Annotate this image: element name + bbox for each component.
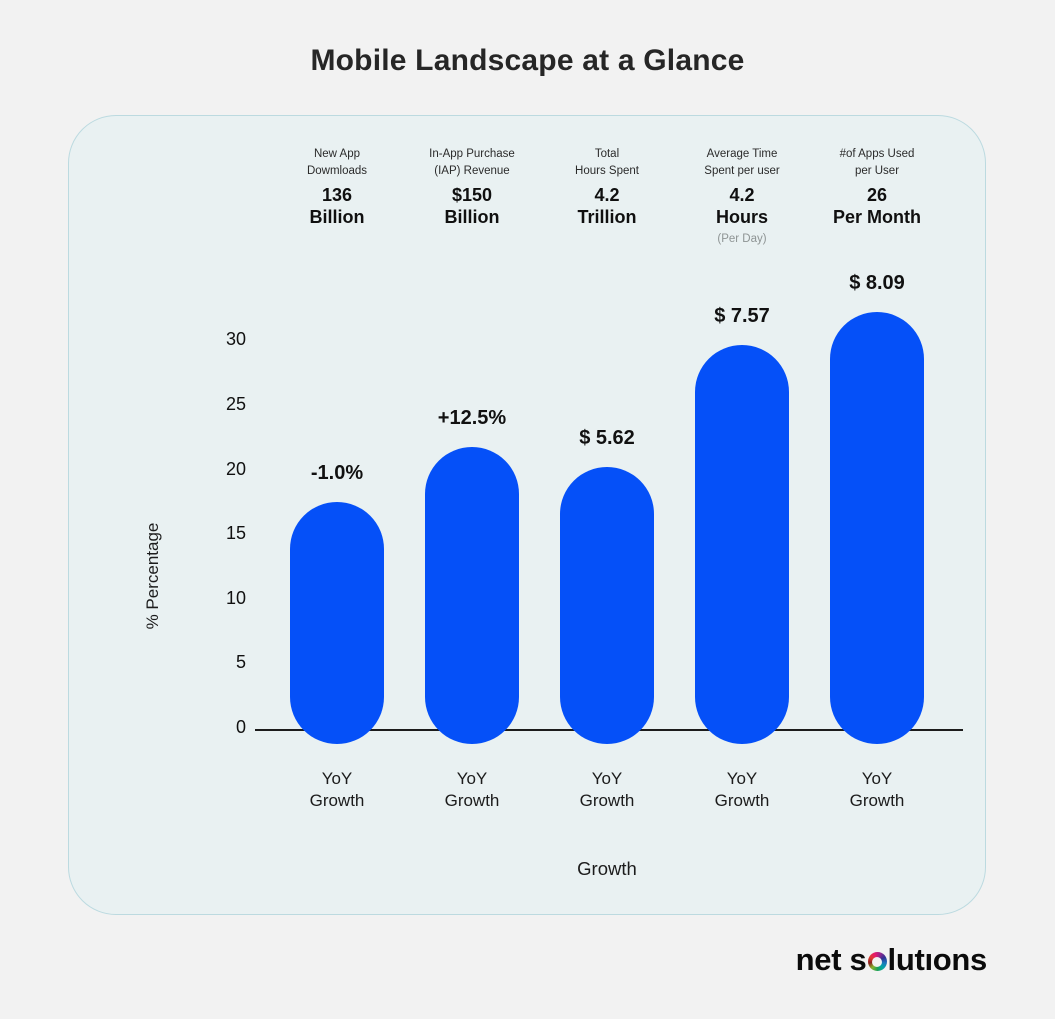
x-tick-label: YoY Growth bbox=[272, 768, 402, 811]
x-tick-label-text: YoY Growth bbox=[309, 769, 365, 810]
stat-value: $150 Billion bbox=[444, 185, 500, 227]
stat-label: Total Hours Spent bbox=[575, 148, 639, 177]
y-tick-label: 5 bbox=[235, 652, 246, 673]
y-tick-label: 25 bbox=[225, 394, 246, 414]
bar bbox=[425, 447, 519, 744]
bar-value-label: $ 8.09 bbox=[849, 272, 905, 294]
stat-item: In-App Purchase (IAP) Revenue $150 Billion bbox=[392, 146, 552, 228]
x-tick-label-text: YoY Growth bbox=[579, 769, 635, 810]
y-tick-label: 10 bbox=[225, 587, 246, 608]
y-tick-label: 20 bbox=[225, 458, 246, 479]
bar bbox=[830, 312, 924, 744]
y-axis-label: % Percentage bbox=[143, 522, 162, 630]
stat-item: #of Apps Used per User 26 Per Month bbox=[797, 146, 957, 228]
stat-label: Average Time Spent per user bbox=[704, 148, 780, 177]
bar-value-label: +12.5% bbox=[437, 407, 507, 429]
stat-value: 136 Billion bbox=[309, 185, 365, 227]
bar bbox=[290, 502, 384, 744]
stat-label: New App Dowmloads bbox=[306, 148, 368, 177]
stat-item: Total Hours Spent 4.2 Trillion bbox=[527, 146, 687, 228]
bar bbox=[560, 467, 654, 744]
logo-text-after: lutıons bbox=[887, 942, 988, 977]
x-tick-label: YoY Growth bbox=[812, 768, 942, 811]
x-tick-label-text: YoY Growth bbox=[444, 769, 500, 810]
x-tick-label-text: YoY Growth bbox=[849, 769, 905, 810]
bar-value-label: $ 7.57 bbox=[714, 305, 770, 327]
bar-value-label: $ 5.62 bbox=[579, 427, 635, 449]
logo-text-before: net s bbox=[795, 942, 867, 977]
logo-o-ring-icon bbox=[867, 952, 887, 971]
stat-value: 4.2 Hours bbox=[715, 185, 768, 227]
stat-note: (Per Day) bbox=[717, 233, 767, 245]
page-title: Mobile Landscape at a Glance bbox=[310, 44, 745, 77]
x-tick-label: YoY Growth bbox=[677, 768, 807, 811]
bar bbox=[695, 345, 789, 744]
x-axis-label: Growth bbox=[577, 858, 637, 879]
y-tick-label: 30 bbox=[225, 329, 246, 350]
x-tick-label: YoY Growth bbox=[542, 768, 672, 811]
stat-item: Average Time Spent per user 4.2 Hours (Per D… bbox=[662, 146, 822, 245]
y-tick-label: 0 bbox=[235, 717, 246, 737]
x-tick-label-text: YoY Growth bbox=[714, 769, 770, 810]
bar-value-label: -1.0% bbox=[310, 462, 364, 484]
y-tick-label: 15 bbox=[225, 523, 246, 544]
stat-value: 26 Per Month bbox=[833, 185, 921, 227]
x-tick-label: YoY Growth bbox=[407, 768, 537, 811]
stat-label: #of Apps Used per User bbox=[839, 148, 915, 177]
stat-item: New App Dowmloads 136 Billion bbox=[257, 146, 417, 228]
netsolutions-logo: net s lutıons bbox=[795, 942, 988, 992]
stat-value: 4.2 Trillion bbox=[577, 185, 637, 227]
stat-label: In-App Purchase (IAP) Revenue bbox=[429, 148, 515, 177]
